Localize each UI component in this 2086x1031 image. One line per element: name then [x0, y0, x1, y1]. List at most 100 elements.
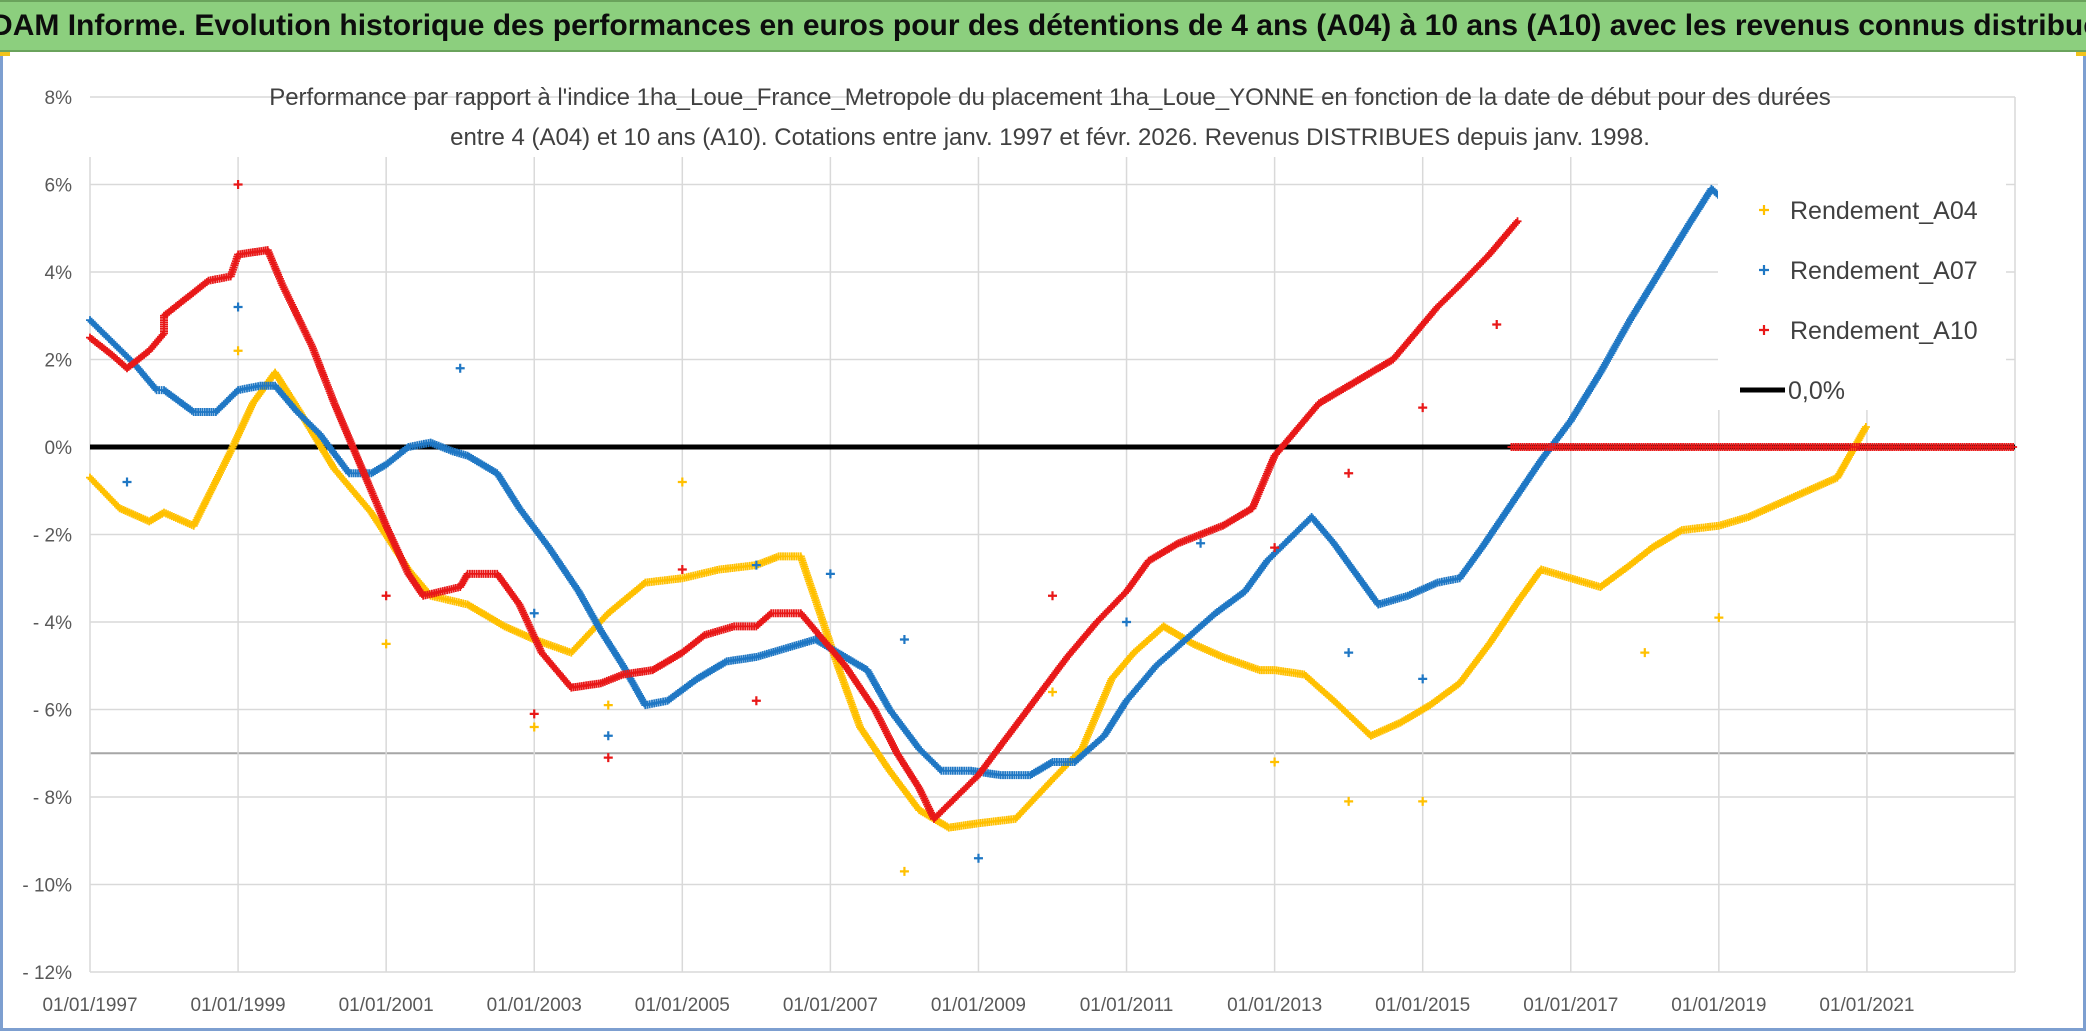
y-tick-label: 8%	[45, 88, 73, 109]
rendement-a07-segment	[1307, 513, 1337, 546]
rendement-a10-segment	[1033, 654, 1070, 701]
rendement-a04-segment	[330, 464, 374, 515]
rendement-a10-segment	[123, 348, 152, 373]
banner-accent-right	[2076, 52, 2086, 56]
rendement-a10-segment	[678, 632, 707, 657]
rendement-a10-segment	[86, 333, 115, 358]
rendement-a07-segment	[782, 636, 818, 653]
rendement-a10-segment	[841, 661, 878, 712]
rendement-a10-segment	[456, 571, 471, 591]
rendement-a10-segment	[493, 569, 523, 607]
y-axis-ticks: 8% 6% 4% 2% 0% - 2% - 4% - 6% - 8% - 10% - 12%	[22, 88, 72, 984]
rendement-a04-segment	[1626, 545, 1655, 570]
rendement-a10-segment	[515, 600, 545, 655]
rendement-a04-segment	[1329, 696, 1374, 739]
legend-marker-rendement-a10	[1759, 325, 1769, 335]
rendement-a04-segment	[1189, 639, 1225, 661]
rendement-a10-segment	[1507, 217, 1522, 233]
y-tick-label: - 2%	[33, 526, 72, 547]
rendement-a07-segment	[1507, 457, 1544, 508]
rendement-a07-segment	[915, 744, 944, 774]
rendement-a10-segment	[419, 583, 462, 600]
rendement-a10-segment	[226, 252, 242, 281]
rendement-a07-outlier-point	[1418, 674, 1428, 684]
rendement-a10-segment	[308, 342, 338, 406]
rendement-a04-segment	[1129, 623, 1166, 657]
rendement-a07-outlier-point	[122, 477, 132, 487]
rendement-a04-segment	[604, 580, 648, 618]
rendement-a10-segment	[1292, 400, 1322, 434]
rendement-a04-segment	[160, 508, 196, 529]
x-tick-label: 01/01/1999	[191, 995, 286, 1016]
rendement-a04-segment	[271, 368, 301, 410]
rendement-a07-segment	[937, 766, 973, 775]
rendement-a07-segment	[108, 338, 137, 367]
rendement-a04-segment	[1833, 436, 1863, 482]
rendement-a04-outlier-point	[1714, 613, 1724, 623]
rendement-a04-segment	[1107, 650, 1137, 683]
legend-label-rendement-a10: Rendement_A10	[1790, 317, 1978, 345]
rendement-a10-segment	[278, 281, 316, 349]
rendement-a04-segment	[86, 473, 123, 511]
y-tick-label: 4%	[45, 263, 73, 284]
rendement-a10-segment	[1485, 225, 1515, 259]
rendement-a10-segment	[700, 623, 736, 640]
rendement-a04-segment	[226, 401, 256, 456]
rendement-a07-segment	[1152, 637, 1189, 670]
rendement-a10-segment	[204, 272, 233, 285]
rendement-a04-segment	[944, 819, 981, 832]
rendement-a04-segment	[1514, 567, 1544, 605]
rendement-a07-outlier-point	[751, 560, 761, 570]
y-tick-label: - 4%	[33, 613, 72, 634]
rendement-a10-segment	[952, 772, 981, 801]
legend-label-zero-line: 0,0%	[1788, 377, 1845, 405]
rendement-a04-segment	[1270, 666, 1307, 679]
rendement-a07-segment	[1026, 759, 1055, 780]
rendement-a10-segment	[974, 733, 1011, 780]
rendement-a04-segment	[1218, 653, 1262, 674]
rendement-a10-segment	[1389, 330, 1418, 364]
rendement-a07-segment	[463, 451, 500, 477]
x-tick-label: 01/01/2007	[783, 995, 878, 1016]
rendement-a10-outlier-point	[677, 565, 687, 574]
rendement-a10-segment	[567, 679, 603, 692]
rendement-a10-segment	[145, 331, 167, 355]
x-tick-label: 01/01/2003	[487, 995, 582, 1016]
rendement-a10-segment	[182, 278, 211, 303]
rendement-a07-segment	[1403, 579, 1440, 600]
chart-legend: Rendement_A04 Rendement_A07 Rendement_A10 0…	[1718, 155, 2006, 410]
rendement-a04-segment	[1677, 522, 1721, 535]
rendement-a10-segment	[1455, 252, 1492, 290]
rendement-a07-segment	[293, 408, 322, 437]
rendement-a07-segment	[1285, 514, 1314, 543]
rendement-a10-segment	[1337, 374, 1366, 395]
rendement-a10-segment	[382, 521, 412, 576]
series-rendement-a07	[86, 184, 1729, 863]
rendement-a10-segment	[234, 246, 270, 259]
rendement-a10-outlier-point	[1270, 543, 1280, 553]
rendement-a10-segment	[915, 784, 938, 821]
rendement-a07-segment	[1100, 698, 1130, 740]
rendement-a04-segment	[1855, 423, 1870, 443]
legend-label-rendement-a07: Rendement_A07	[1790, 257, 1978, 285]
x-tick-label: 01/01/2017	[1523, 995, 1618, 1016]
rendement-a07-outlier-point	[455, 363, 465, 373]
y-tick-label: - 8%	[33, 788, 72, 809]
rendement-a10-outlier-point	[1418, 403, 1428, 413]
x-tick-label: 01/01/2013	[1227, 995, 1322, 1016]
rendement-a04-outlier-point	[677, 477, 687, 487]
rendement-a07-segment	[1433, 574, 1462, 587]
rendement-a07-segment	[234, 382, 263, 395]
series-rendement-a10	[86, 180, 2018, 823]
rendement-a04-outlier-point	[1270, 757, 1280, 767]
y-tick-label: 2%	[45, 351, 73, 372]
rendement-a10-segment	[537, 648, 574, 690]
rendement-a04-outlier-point	[899, 866, 909, 876]
rendement-a07-segment	[1211, 588, 1248, 618]
rendement-a04-segment	[1537, 565, 1573, 582]
rendement-a10-segment	[752, 610, 774, 631]
rendement-a04-segment	[115, 504, 152, 525]
rendement-a04-segment	[1485, 597, 1522, 648]
rendement-a07-segment	[271, 381, 300, 415]
